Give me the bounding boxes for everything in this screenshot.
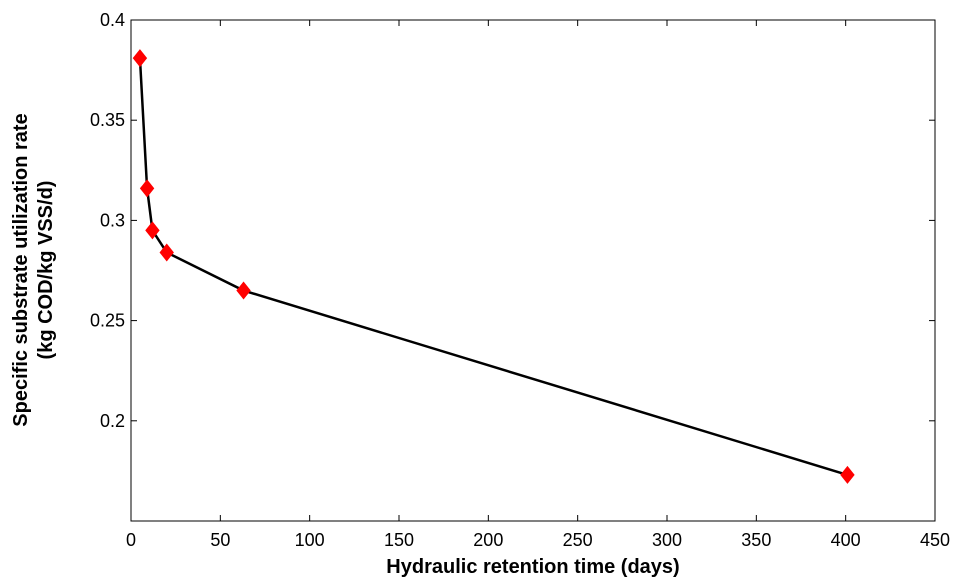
data-point-1 — [139, 179, 155, 198]
data-point-5 — [840, 465, 855, 484]
x-axis-title: Hydraulic retention time (days) — [386, 556, 679, 578]
series-markers — [132, 49, 855, 484]
x-tick-label-2: 100 — [295, 530, 325, 550]
data-point-4 — [236, 281, 251, 300]
x-tick-label-1: 50 — [210, 530, 230, 550]
y-tick-labels: 0.2 0.25 0.3 0.35 0.4 — [90, 10, 125, 431]
x-tick-label-8: 400 — [831, 530, 861, 550]
axis-ticks — [130, 19, 936, 521]
series-line — [138, 58, 848, 477]
data-point-3 — [159, 243, 174, 262]
x-tick-label-3: 150 — [384, 530, 414, 550]
y-tick-label-1: 0.25 — [90, 311, 125, 331]
y-axis-title-line-1: Specific substrate utilization rate — [10, 113, 32, 426]
plot-area-frame — [130, 19, 936, 522]
x-tick-label-5: 250 — [563, 530, 593, 550]
data-point-0 — [132, 49, 148, 68]
x-tick-label-0: 0 — [126, 530, 136, 550]
y-tick-label-3: 0.35 — [90, 110, 125, 130]
y-axis-title-line-2: (kg COD/kg VSS/d) — [35, 181, 57, 360]
y-tick-label-4: 0.4 — [100, 10, 125, 30]
x-tick-label-7: 350 — [741, 530, 771, 550]
y-tick-label-2: 0.3 — [100, 210, 125, 230]
x-tick-labels: 0 50 100 150 200 250 300 350 400 450 — [126, 530, 950, 550]
x-tick-label-4: 200 — [473, 530, 503, 550]
data-point-2 — [145, 221, 160, 240]
x-tick-label-6: 300 — [652, 530, 682, 550]
y-tick-label-0: 0.2 — [100, 411, 125, 431]
x-tick-label-9: 450 — [920, 530, 950, 550]
